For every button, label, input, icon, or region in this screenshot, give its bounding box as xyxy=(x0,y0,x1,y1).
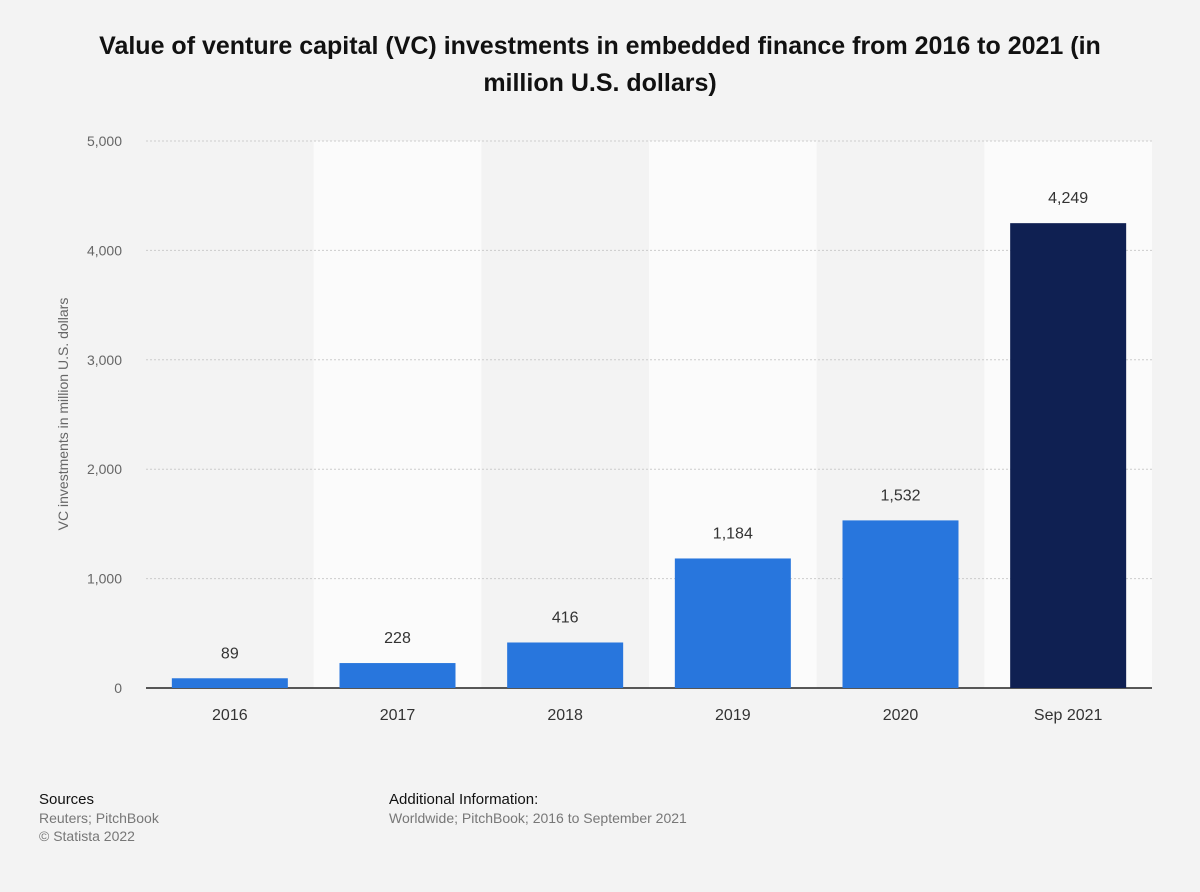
sources-heading: Sources xyxy=(39,791,95,808)
x-tick-label: 2019 xyxy=(715,707,751,724)
bar-2017[interactable] xyxy=(339,663,456,688)
x-tick-label: Sep 2021 xyxy=(1034,707,1103,724)
data-label: 4,249 xyxy=(1048,190,1088,207)
y-axis-title: VC investments in million U.S. dollars xyxy=(55,298,71,531)
additional-info-text: Worldwide; PitchBook; 2016 to September … xyxy=(389,810,687,826)
y-tick-label: 1,000 xyxy=(87,571,122,587)
y-tick-label: 3,000 xyxy=(87,352,122,368)
x-tick-label: 2017 xyxy=(380,707,416,724)
sources-list[interactable]: Reuters; PitchBook xyxy=(39,810,159,826)
chart-title: Value of venture capital (VC) investment… xyxy=(99,32,1101,97)
bar-2019[interactable] xyxy=(674,558,791,688)
y-tick-label: 0 xyxy=(114,680,122,696)
column-stripe xyxy=(313,141,482,688)
copyright-text: © Statista 2022 xyxy=(39,828,135,844)
y-tick-label: 5,000 xyxy=(87,133,122,149)
data-label: 1,184 xyxy=(713,525,753,542)
x-tick-label: 2020 xyxy=(883,707,919,724)
bar-2018[interactable] xyxy=(507,642,624,688)
y-tick-label: 2,000 xyxy=(87,461,122,477)
bar-chart: 89 228 416 1,184 1,532 4,249 2016 2017 2018 2019… xyxy=(55,133,1152,724)
sources-block: Sources Reuters; PitchBook © Statista 20… xyxy=(39,791,159,845)
y-tick-label: 4,000 xyxy=(87,242,122,258)
x-tick-label: 2018 xyxy=(547,707,583,724)
data-label: 228 xyxy=(384,630,411,647)
bar-2020[interactable] xyxy=(842,520,959,688)
bar-sep-2021[interactable] xyxy=(1010,223,1127,688)
additional-info-heading[interactable]: Additional Information: xyxy=(389,791,539,808)
data-label: 89 xyxy=(221,645,239,662)
bar-2016[interactable] xyxy=(171,678,288,688)
data-label: 416 xyxy=(552,609,579,626)
x-tick-label: 2016 xyxy=(212,707,248,724)
additional-info-block: Additional Information: Worldwide; Pitch… xyxy=(389,791,687,827)
data-label: 1,532 xyxy=(880,487,920,504)
